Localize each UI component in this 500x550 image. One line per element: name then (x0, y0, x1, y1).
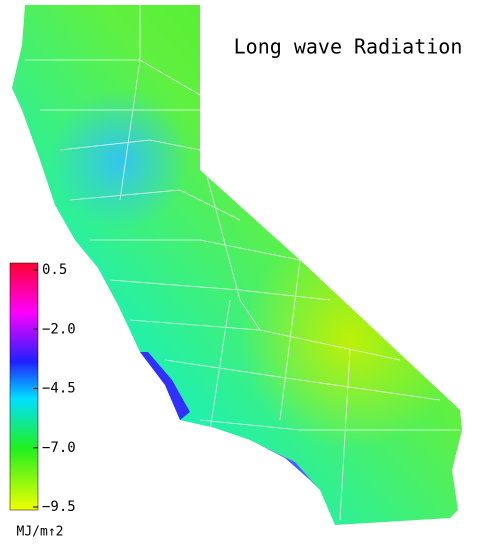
valley-region (12, 5, 462, 525)
county-lines (25, 5, 460, 521)
colorbar-tick-label: 0.5 (42, 262, 67, 278)
coast-band (140, 352, 190, 420)
colorbar (9, 262, 39, 511)
colorbar-unit: MJ/m↑2 (17, 525, 64, 540)
colorbar-tick-label: −4.5 (42, 381, 76, 397)
colorbar-tick-label: −2.0 (42, 321, 76, 337)
california-map (12, 5, 462, 525)
map-title: Long wave Radiation (234, 35, 463, 59)
colorbar-tick-label: −9.5 (42, 499, 76, 515)
colorbar-tick-label: −7.0 (42, 440, 76, 456)
